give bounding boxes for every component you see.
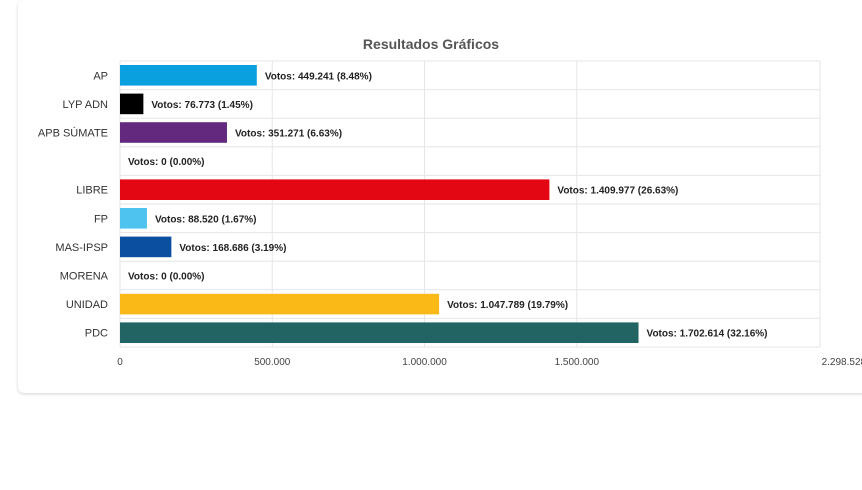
category-label: LIBRE [76,185,108,197]
data-label: Votos: 168.686 (3.19%) [179,243,286,254]
data-label: Votos: 1.047.789 (19.79%) [447,300,568,311]
data-label: Votos: 1.702.614 (32.16%) [647,329,768,340]
bar [120,322,639,343]
bar [120,236,172,258]
data-label: Votos: 351.271 (6.63%) [235,129,342,140]
bar [120,93,144,115]
x-tick-label: 1.000.000 [402,357,447,368]
chart-title: Resultados Gráficos [362,36,500,52]
x-tick-label: 1.500.000 [555,357,600,368]
x-tick-label: 500.000 [254,357,291,368]
bar [120,65,257,86]
data-label: Votos: 449.241 (8.48%) [265,71,372,82]
x-tick-label: 2.298.528,9 [822,357,862,368]
data-label: Votos: 76.773 (1.45%) [151,100,253,111]
bar [120,122,227,143]
bar [120,208,147,229]
category-label: APB SÚMATE [38,127,108,140]
x-tick-label: 0 [117,357,123,368]
category-label: FP [94,213,108,225]
category-label: LYP ADN [63,99,109,111]
category-label: UNIDAD [66,299,108,311]
category-label: MAS-IPSP [55,242,108,254]
bar [120,293,440,315]
data-label: Votos: 0 (0.00%) [128,272,205,283]
category-label: MORENA [60,271,109,283]
data-label: Votos: 88.520 (1.67%) [155,214,257,225]
data-label: Votos: 0 (0.00%) [128,157,205,168]
category-label: PDC [85,328,108,340]
category-label: AP [93,70,108,82]
data-label: Votos: 1.409.977 (26.63%) [557,186,678,197]
bar [120,179,550,200]
